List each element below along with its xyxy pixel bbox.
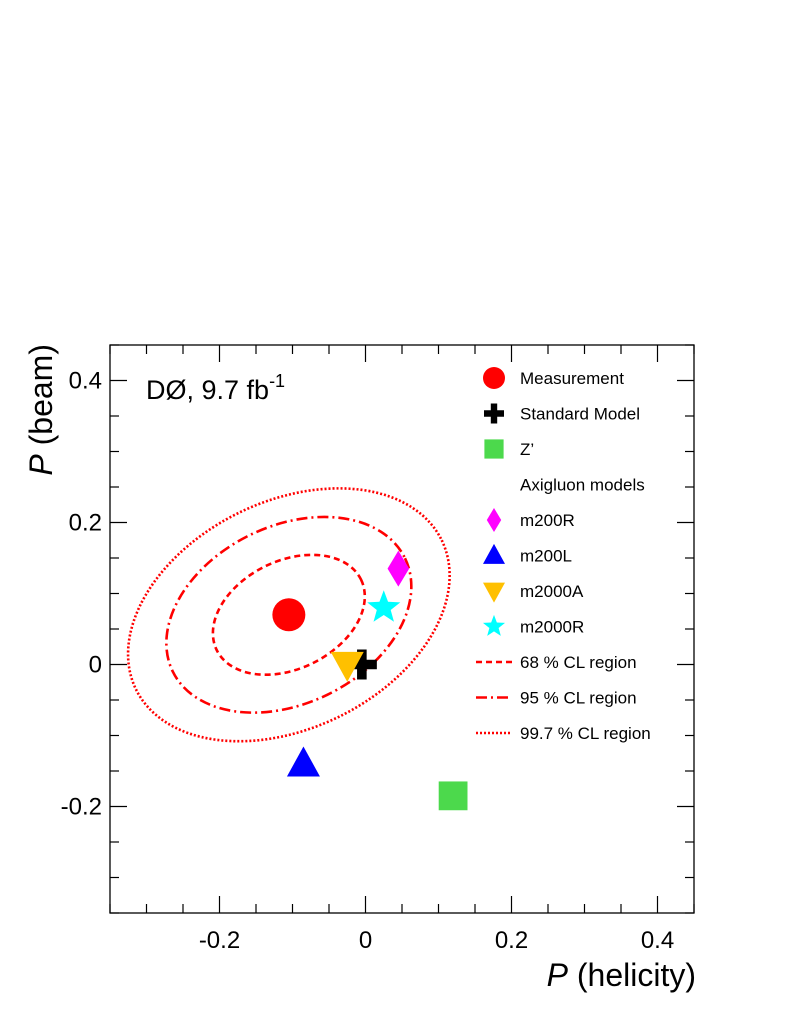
- y-axis-label: P (beam): [23, 344, 59, 476]
- point-m2000a: [330, 651, 364, 682]
- experiment-label: DØ, 9.7 fb-1: [146, 371, 285, 405]
- x-tick-label: -0.2: [199, 927, 240, 954]
- legend: Measurement Standard Model Z’ Axigluon mode…: [476, 367, 651, 743]
- x-axis-label: P (helicity): [547, 957, 696, 993]
- y-tick-label: -0.2: [61, 794, 102, 821]
- legend-m200r-marker: [486, 508, 502, 532]
- legend-m2000r-marker: [482, 614, 506, 636]
- legend-standard-model-label: Standard Model: [520, 405, 640, 424]
- point-m200l: [286, 746, 320, 777]
- legend-axigluon-models-label: Axigluon models: [520, 476, 645, 495]
- legend-68-cl-region-label: 68 % CL region: [520, 653, 637, 672]
- x-axis-label-italic: P: [547, 957, 569, 993]
- point-standard-model: [346, 649, 377, 680]
- legend-m2000a-marker: [483, 582, 505, 603]
- data-points: [272, 550, 468, 811]
- experiment-label-text: DØ, 9.7 fb: [146, 375, 269, 405]
- legend-measurement-label: Measurement: [520, 369, 624, 388]
- region-68-cl-region: [211, 553, 367, 677]
- point-z: [438, 781, 468, 811]
- legend-m2000r-label: m2000R: [520, 618, 584, 637]
- tick-labels: -0.2 0 0.2 0.4 -0.2 0 0.2 0.4: [61, 368, 675, 955]
- legend-m200r-label: m200R: [520, 511, 575, 530]
- cl-regions: [126, 487, 451, 743]
- legend-m200l-marker: [483, 543, 505, 564]
- y-tick-label: 0.4: [69, 368, 102, 395]
- x-tick-label: 0.2: [495, 927, 528, 954]
- experiment-label-sup: -1: [269, 371, 285, 391]
- y-axis-label-text: (beam): [23, 344, 59, 454]
- x-tick-label: 0.4: [641, 927, 674, 954]
- point-m200r: [387, 550, 410, 587]
- x-axis-label-text: (helicity): [568, 957, 696, 993]
- y-axis-label-italic: P: [23, 454, 59, 476]
- legend-measurement-marker: [483, 367, 505, 389]
- y-tick-label: 0: [89, 652, 102, 679]
- region-99-7-cl-region: [126, 487, 451, 743]
- y-tick-label: 0.2: [69, 510, 102, 537]
- legend-z-label: Z’: [520, 440, 534, 459]
- legend-m200l-label: m200L: [520, 547, 572, 566]
- point-m2000r: [367, 590, 401, 622]
- legend-z-marker: [484, 439, 504, 459]
- x-tick-label: 0: [359, 927, 372, 954]
- legend-99-7-cl-region-label: 99.7 % CL region: [520, 724, 651, 743]
- region-95-cl-region: [165, 515, 413, 714]
- legend-95-cl-region-label: 95 % CL region: [520, 689, 637, 708]
- legend-standard-model-marker: [484, 403, 504, 424]
- point-measurement: [272, 598, 306, 632]
- axis-ticks: [109, 344, 695, 914]
- legend-m2000a-label: m2000A: [520, 582, 584, 601]
